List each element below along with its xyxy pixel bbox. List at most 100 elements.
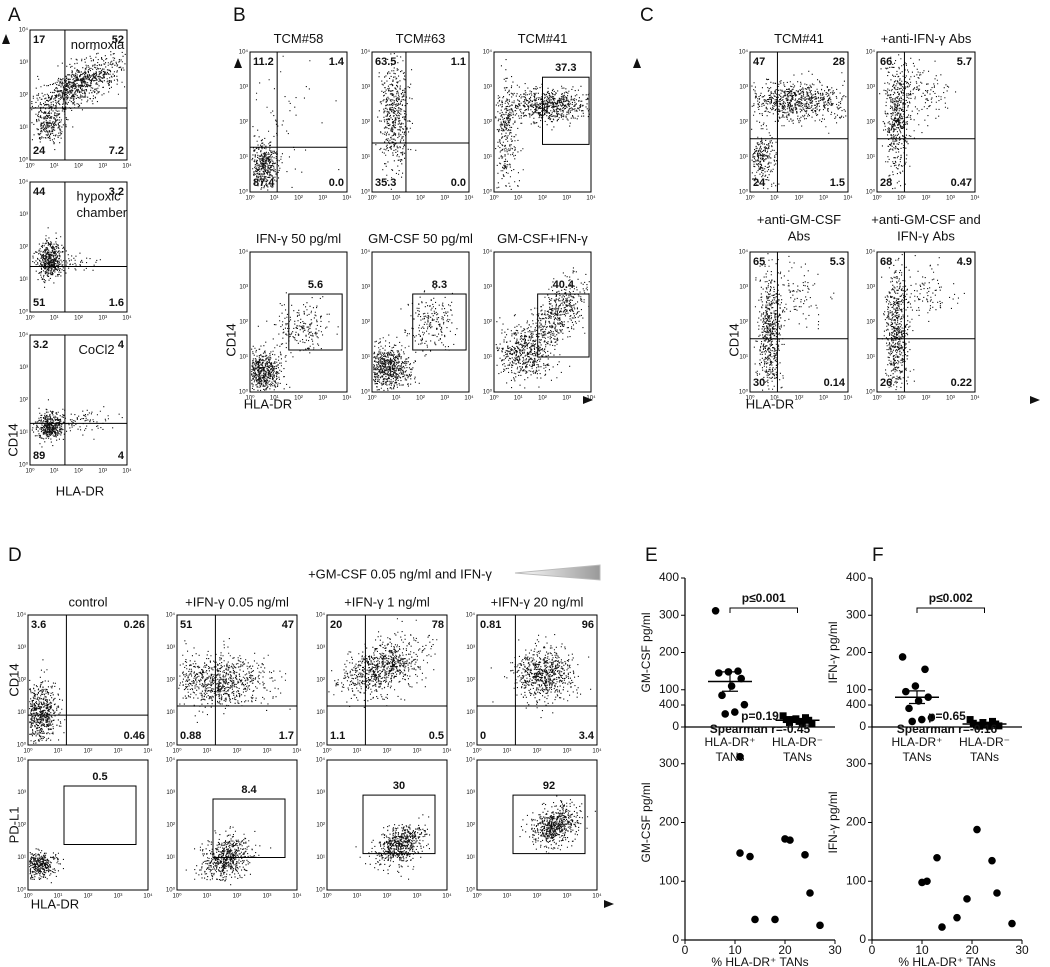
y-tick-label: 10² xyxy=(483,320,492,326)
quadrant-value: 0.5 xyxy=(429,730,444,742)
error-bar xyxy=(909,690,925,705)
x-tick-label: 10² xyxy=(84,894,93,900)
y-tick-label: 10⁴ xyxy=(316,757,326,764)
data-point xyxy=(740,700,749,709)
event-cloud xyxy=(29,848,65,884)
plot-frame xyxy=(326,614,448,746)
y-tick-label: 400 xyxy=(659,697,679,711)
data-point xyxy=(751,915,759,924)
panel-label: E xyxy=(645,545,658,566)
y-tick-label: 10¹ xyxy=(19,125,28,131)
y-tick-label: 10³ xyxy=(166,645,175,651)
data-point xyxy=(801,851,809,859)
x-tick-label: 10² xyxy=(294,196,303,202)
plot-title: TCM#58 xyxy=(274,31,324,46)
y-tick-label: 10⁰ xyxy=(739,189,749,196)
x-tick-label: 10⁰ xyxy=(322,893,332,900)
data-point xyxy=(721,710,729,718)
panel-label: F xyxy=(872,545,884,566)
y-tick-label: 10³ xyxy=(361,85,370,91)
quadrant-value: 0 xyxy=(480,730,486,742)
y-tick-label: 10³ xyxy=(166,790,175,796)
x-tick-label: 10⁰ xyxy=(25,468,35,475)
y-tick-label: 10¹ xyxy=(19,277,28,283)
plot-title: TCM#63 xyxy=(396,31,446,46)
quadrant-value: 4 xyxy=(118,339,125,351)
y-tick-label: 100 xyxy=(846,682,866,696)
y-tick-label: 10⁴ xyxy=(166,612,176,619)
x-tick-label: 10⁴ xyxy=(586,395,596,402)
x-tick-label: 10² xyxy=(416,196,425,202)
x-tick-label: HLA-DR⁺ TANs xyxy=(891,735,942,764)
quadrant-value: 11.2 xyxy=(253,56,274,68)
y-tick-label: 10¹ xyxy=(17,710,26,716)
y-tick-label: 10³ xyxy=(239,85,248,91)
y-tick-label: 10⁰ xyxy=(19,309,29,316)
data-point xyxy=(771,915,779,924)
quadrant-value: 44 xyxy=(33,186,46,198)
x-tick-label: 10⁴ xyxy=(843,395,853,402)
quadrant-value: 1.5 xyxy=(830,177,845,189)
y-tick-label: 10⁴ xyxy=(19,27,29,34)
quadrant-value: 68 xyxy=(880,256,892,268)
annotation: Spearman r=-0.16 xyxy=(897,722,998,736)
y-tick-label: 10⁴ xyxy=(19,179,29,186)
gate xyxy=(542,76,590,145)
plot-frame xyxy=(29,334,128,466)
y-tick-label: 10² xyxy=(739,120,748,126)
data-point xyxy=(905,704,913,713)
x-tick-label: 10⁰ xyxy=(25,315,35,322)
quadrant-value: 0.22 xyxy=(951,377,972,389)
y-tick-label: 10¹ xyxy=(739,155,748,161)
y-tick-label: 10³ xyxy=(483,85,492,91)
quadrant-value: 0.0 xyxy=(451,177,466,189)
x-tick-label: 10¹ xyxy=(50,469,59,475)
y-tick-label: 10² xyxy=(866,320,875,326)
y-tick-label: 200 xyxy=(659,645,679,659)
x-tick-label: 10⁴ xyxy=(292,893,302,900)
x-tick-label: 10⁴ xyxy=(143,893,153,900)
x-tick-label: 10² xyxy=(74,316,83,322)
data-point xyxy=(976,722,984,730)
quadrant-value: 47 xyxy=(753,56,765,68)
arrow-marker xyxy=(2,34,10,44)
y-tick-label: 10⁰ xyxy=(739,389,749,396)
quadrant-value: 4.9 xyxy=(957,256,972,268)
x-tick-label: HLA-DR⁻ TANs xyxy=(959,735,1010,764)
y-tick-label: 300 xyxy=(846,756,866,770)
quadrant-value: 65 xyxy=(753,256,765,268)
x-tick-label: 10¹ xyxy=(514,396,523,402)
x-tick-label: 10⁴ xyxy=(464,395,474,402)
y-tick-label: 10² xyxy=(316,823,325,829)
gate-value: 37.3 xyxy=(555,62,576,74)
x-tick-label: 10¹ xyxy=(270,196,279,202)
data-point xyxy=(736,849,744,857)
axis-label: HLA-DR xyxy=(746,396,794,411)
y-tick-label: 10⁴ xyxy=(361,249,371,256)
x-tick-label: 10⁰ xyxy=(172,893,182,900)
y-tick-label: 10² xyxy=(17,823,26,829)
y-tick-label: 10³ xyxy=(866,285,875,291)
y-tick-label: 10⁴ xyxy=(483,49,493,56)
x-tick-label: 10³ xyxy=(440,196,449,202)
x-tick-label: 10 xyxy=(915,943,929,957)
y-tick-label: 100 xyxy=(659,682,679,696)
y-tick-label: 10⁰ xyxy=(316,887,326,894)
data-point xyxy=(973,825,981,834)
data-point xyxy=(806,889,814,897)
y-tick-label: 10³ xyxy=(466,790,475,796)
plot-frame xyxy=(249,51,348,193)
y-tick-label: 10² xyxy=(19,93,28,99)
x-tick-label: 10² xyxy=(533,894,542,900)
data-point xyxy=(734,667,742,675)
x-tick-label: 10¹ xyxy=(770,396,779,402)
y-tick-label: 10¹ xyxy=(483,355,492,361)
y-tick-label: 10³ xyxy=(361,285,370,291)
gate xyxy=(63,785,137,845)
x-tick-label: 10⁰ xyxy=(172,748,182,755)
x-tick-label: 10⁴ xyxy=(122,468,132,475)
data-point xyxy=(715,669,723,677)
y-tick-label: 10¹ xyxy=(866,155,875,161)
x-tick-label: 10⁴ xyxy=(442,893,452,900)
axis-label: HLA-DR xyxy=(56,483,104,498)
